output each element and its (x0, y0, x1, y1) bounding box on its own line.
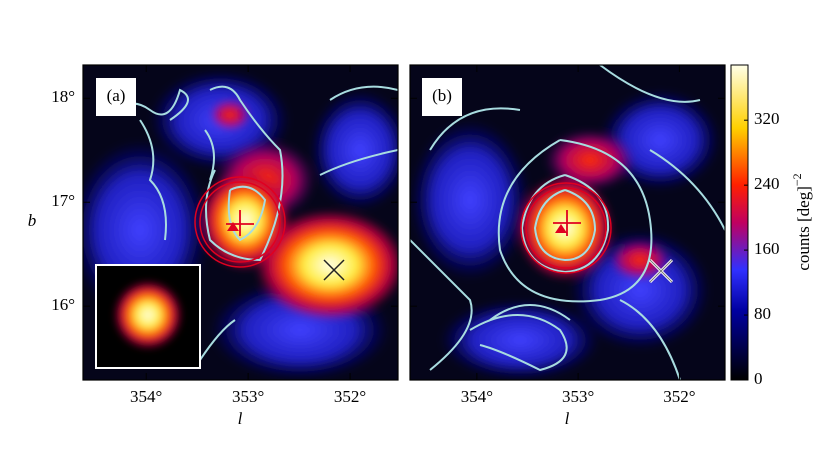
panel-a-image (83, 65, 398, 380)
y-tick-label: 18° (51, 87, 75, 106)
panel-label: (b) (432, 86, 452, 105)
colorbar-tick-label: 240 (754, 174, 780, 193)
x-tick-label: 352° (663, 387, 695, 406)
colorbar (730, 64, 749, 381)
panel-label-box (96, 78, 136, 116)
colorbar-label-text: counts [deg] (794, 186, 813, 271)
y-tick-label: 17° (51, 191, 75, 210)
colorbar-label-exponent: −2 (790, 173, 804, 186)
x-axis-label: l (238, 409, 243, 428)
x-tick-label: 354° (130, 387, 162, 406)
y-axis-label: b (28, 211, 37, 230)
colorbar-tick-label: 0 (754, 369, 763, 388)
colorbar-tick-label: 80 (754, 304, 771, 323)
x-axis-label: l (565, 409, 570, 428)
y-tick-label: 16° (51, 295, 75, 314)
x-tick-label: 353° (232, 387, 264, 406)
colorbar-label: counts [deg]−2 (790, 173, 813, 270)
colorbar-tick-label: 160 (754, 239, 780, 258)
colorbar-tick-label: 320 (754, 109, 780, 128)
x-tick-label: 354° (461, 387, 493, 406)
panel-b-frame (409, 64, 726, 381)
panel-label-box (422, 78, 462, 116)
x-tick-label: 353° (562, 387, 594, 406)
panel-a-frame (82, 64, 399, 381)
panel-label: (a) (107, 86, 126, 105)
panel-b-image (410, 65, 725, 380)
x-tick-label: 352° (334, 387, 366, 406)
